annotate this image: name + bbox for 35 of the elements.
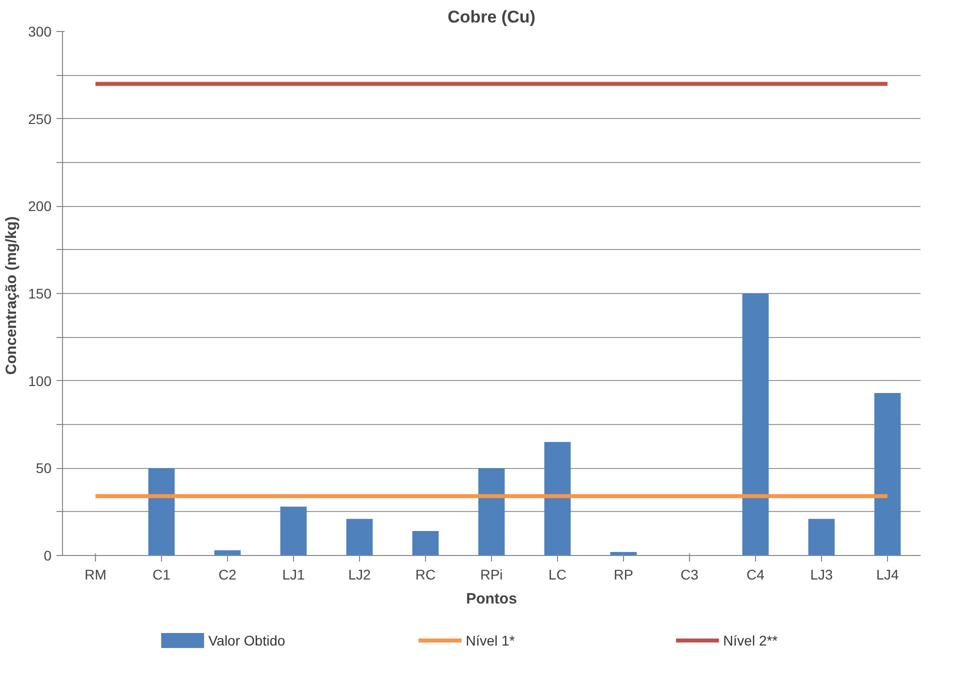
x-tick-label: RP [614, 566, 634, 582]
bar [280, 506, 307, 556]
x-tick-label: C2 [218, 566, 237, 582]
legend-label: Valor Obtido [208, 632, 286, 648]
x-tick-label: RM [84, 566, 106, 582]
x-tick-label: RC [415, 566, 436, 582]
bar [808, 518, 835, 556]
x-tick-label: C3 [680, 566, 699, 582]
x-tick-label: C4 [746, 566, 765, 582]
bar [874, 393, 901, 556]
y-axis-title: Concentração (mg/kg) [3, 216, 20, 375]
y-tick-label: 0 [44, 548, 52, 564]
legend-label: Nível 1* [466, 632, 516, 648]
bar [148, 468, 175, 556]
x-tick-label: LJ1 [282, 566, 305, 582]
x-tick-label: RPi [480, 566, 503, 582]
x-tick-label: LJ4 [876, 566, 899, 582]
y-tick-label: 150 [28, 286, 52, 302]
y-tick-label: 300 [28, 24, 52, 40]
y-tick-label: 50 [36, 460, 52, 476]
x-axis-title: Pontos [466, 590, 517, 608]
legend-label: Nível 2** [723, 632, 778, 648]
bar [742, 294, 769, 556]
chart-title: Cobre (Cu) [448, 8, 536, 26]
x-tick-label: C1 [152, 566, 171, 582]
bar [346, 518, 373, 556]
x-tick-label: LC [548, 566, 566, 582]
bar [544, 442, 571, 556]
y-tick-label: 200 [28, 198, 52, 214]
y-tick-label: 100 [28, 372, 52, 389]
y-tick-label: 250 [28, 110, 52, 127]
x-tick-label: LJ3 [810, 566, 833, 582]
x-tick-label: LJ2 [348, 566, 371, 582]
bar [478, 468, 505, 556]
bar [412, 531, 439, 556]
